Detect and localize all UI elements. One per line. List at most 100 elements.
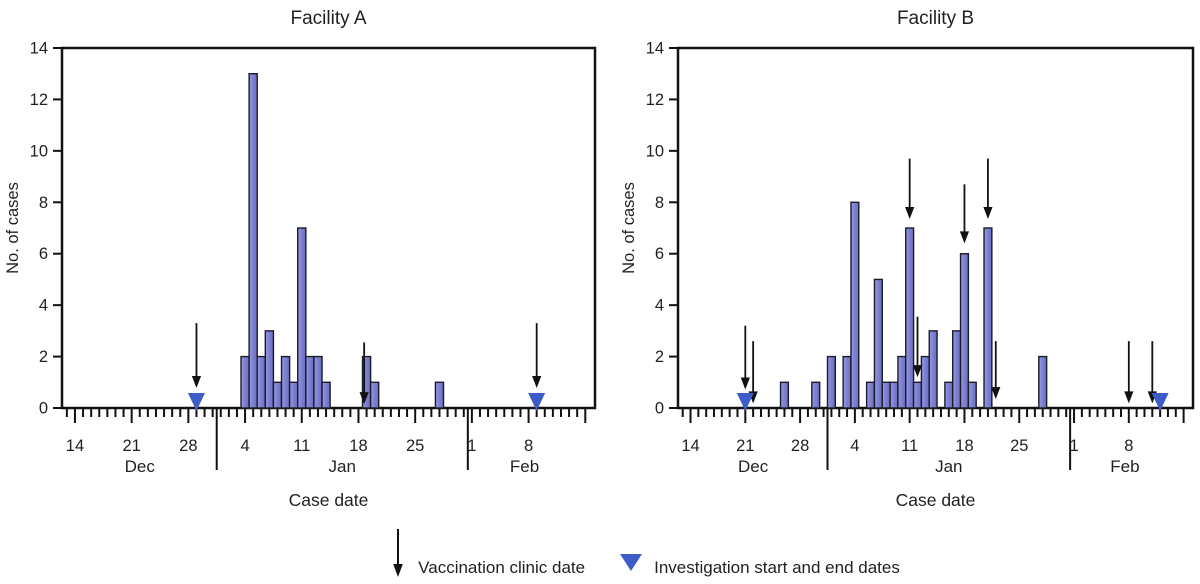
x-tick-label: 8 [524, 437, 533, 455]
y-tick-label: 2 [39, 348, 48, 366]
case-bar-jan-28 [434, 381, 445, 409]
panel-title: Facility B [897, 8, 974, 29]
case-bar-jan-3 [842, 355, 852, 409]
case-bar-jan-9 [280, 355, 291, 409]
case-bar-jan-12 [912, 381, 923, 409]
y-tick-label: 2 [655, 348, 664, 366]
y-tick-label: 10 [30, 142, 48, 160]
facility-a-panel: Facility A 0 2 4 6 8 10 12 14 No. of cases 14 21 28 4… [0, 0, 600, 520]
y-tick-label: 8 [39, 194, 48, 212]
case-bar-jan-16 [944, 381, 954, 409]
x-tick-label: 25 [1010, 437, 1028, 455]
case-bar-jan-9 [889, 381, 899, 409]
x-tick-label: 28 [179, 437, 197, 455]
case-bar-jan-14 [928, 330, 938, 409]
x-tick-label: 11 [901, 437, 918, 455]
case-bar-jan-7 [264, 330, 275, 409]
facility-b-chart-svg: Facility B 0 2 4 6 8 10 12 14 No. of cases 14 21 28 4… [620, 8, 1195, 510]
plot-frame [60, 46, 597, 410]
y-tick-label: 0 [39, 400, 48, 418]
vaccination-arrow-head-jan-18 [959, 231, 970, 244]
legend-item-investigation: Investigation start and end dates [619, 553, 900, 584]
case-bar-jan-4 [240, 355, 250, 409]
case-bar-jan-14 [321, 381, 331, 409]
x-tick-label: 4 [850, 437, 859, 455]
x-tick-label: 28 [791, 437, 809, 455]
y-tick-label: 6 [39, 245, 48, 263]
x-tick-label: 14 [681, 437, 699, 455]
y-tick-label: 12 [646, 91, 664, 109]
case-bar-jan-8 [881, 381, 891, 409]
case-bar-jan-6 [256, 355, 267, 409]
case-bar-jan-6 [865, 381, 876, 409]
case-bar-jan-13 [313, 355, 323, 409]
case-bar-jan-20 [369, 381, 380, 409]
case-bar-dec-30 [811, 381, 821, 409]
vaccination-arrow-head-jan-11 [905, 207, 915, 219]
case-bar-jan-19 [967, 381, 977, 409]
y-tick-label: 10 [646, 142, 664, 160]
x-tick-label: 4 [240, 437, 249, 455]
y-tick-label: 4 [655, 297, 664, 315]
facility-b-panel: Facility B 0 2 4 6 8 10 12 14 No. of cases 14 21 28 4… [600, 0, 1200, 520]
case-bar-jan-10 [897, 355, 907, 409]
y-axis-title: No. of cases [4, 182, 22, 274]
investigation-end-triangle [528, 393, 546, 411]
case-bar-jan-5 [248, 73, 258, 409]
x-tick-label: 21 [122, 437, 140, 455]
x-axis-title: Case date [289, 490, 369, 510]
vaccination-arrow-head-feb-8 [1124, 391, 1134, 404]
y-tick-label: 14 [646, 40, 664, 58]
charts-row: Facility A 0 2 4 6 8 10 12 14 No. of cases 14 21 28 4… [0, 0, 1200, 520]
vaccination-arrow-icon [390, 527, 406, 584]
legend-investigation-label: Investigation start and end dates [654, 558, 900, 577]
case-bar-jan-4 [850, 201, 860, 409]
x-tick-label: 8 [1124, 437, 1133, 455]
x-tick-label: 18 [955, 437, 973, 455]
y-axis-title: No. of cases [620, 182, 638, 274]
x-tick-label: 14 [66, 437, 84, 455]
case-bar-jan-11 [297, 227, 307, 409]
case-bar-jan-1 [826, 355, 837, 409]
case-bar-jan-7 [873, 278, 883, 409]
investigation-triangle-icon [619, 553, 643, 584]
month-label: Feb [510, 457, 539, 476]
month-label: Jan [935, 457, 962, 476]
month-label: Jan [329, 457, 356, 476]
case-bar-jan-8 [272, 381, 283, 409]
x-tick-label: 11 [293, 437, 310, 455]
x-tick-label: 21 [736, 437, 754, 455]
y-tick-label: 12 [30, 91, 48, 109]
vaccination-arrow-head-jan-22 [991, 387, 1001, 399]
case-bar-jan-18 [959, 253, 970, 409]
investigation-start-triangle [736, 393, 754, 411]
vaccination-arrow-head-feb-9 [532, 375, 542, 388]
vaccination-arrow-head-jan-12 [912, 365, 923, 378]
x-tick-label: 1 [1069, 437, 1078, 455]
case-bar-jan-13 [920, 355, 930, 409]
legend-item-vaccination: Vaccination clinic date [390, 527, 585, 584]
vaccination-arrow-head-dec-29 [191, 375, 202, 388]
vaccination-arrow-head-jan-19 [359, 392, 369, 405]
case-bar-jan-11 [905, 227, 915, 409]
y-tick-label: 6 [655, 245, 664, 263]
case-bar-jan-12 [305, 355, 315, 409]
month-label: Dec [125, 457, 156, 476]
x-tick-label: 25 [406, 437, 424, 455]
investigation-end-triangle [1151, 393, 1169, 411]
x-tick-label: 1 [467, 437, 476, 455]
y-tick-label: 14 [30, 40, 48, 58]
vaccination-arrow-head-jan-21 [983, 207, 993, 219]
case-bar-dec-26 [779, 381, 790, 409]
y-tick-label: 0 [655, 400, 664, 418]
facility-a-chart-svg: Facility A 0 2 4 6 8 10 12 14 No. of cases 14 21 28 4… [4, 8, 597, 510]
y-tick-label: 4 [39, 297, 48, 315]
legend: Vaccination clinic date Investigation st… [0, 520, 1200, 584]
case-bar-jan-17 [952, 330, 962, 409]
case-bar-jan-10 [288, 381, 299, 409]
case-bar-jan-21 [983, 227, 993, 409]
x-axis-title: Case date [896, 490, 976, 510]
panel-title: Facility A [290, 8, 366, 29]
case-bar-jan-28 [1038, 355, 1048, 409]
